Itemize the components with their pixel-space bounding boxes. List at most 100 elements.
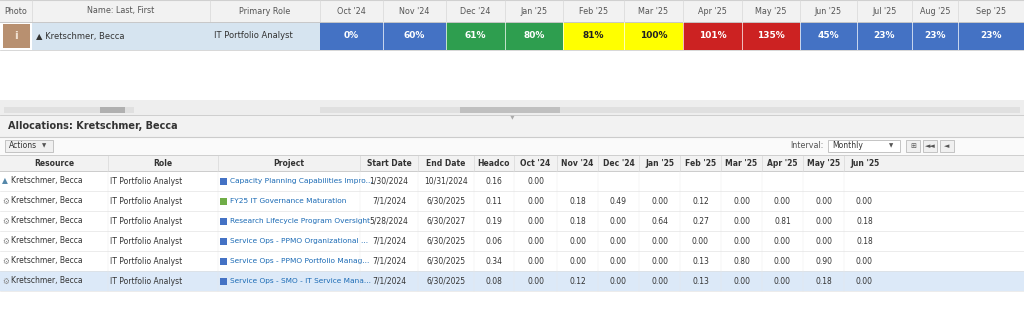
- Bar: [319, 107, 1020, 113]
- Text: 0.13: 0.13: [692, 257, 709, 266]
- Text: 0.16: 0.16: [485, 177, 503, 186]
- Text: 0.00: 0.00: [733, 276, 750, 285]
- Text: Oct '24: Oct '24: [520, 158, 551, 167]
- Text: 0.00: 0.00: [527, 236, 544, 245]
- Text: Capacity Planning Capabilities Impro...: Capacity Planning Capabilities Impro...: [230, 178, 373, 184]
- Text: 0.64: 0.64: [651, 217, 668, 226]
- Text: 0.00: 0.00: [651, 196, 668, 205]
- Text: Kretschmer, Becca: Kretschmer, Becca: [11, 177, 83, 186]
- Text: 101%: 101%: [698, 31, 726, 41]
- Text: 0.18: 0.18: [856, 217, 872, 226]
- Text: 0.11: 0.11: [485, 196, 503, 205]
- Bar: [32, 22, 319, 50]
- Text: 0%: 0%: [344, 31, 359, 41]
- Bar: [4, 107, 134, 113]
- Text: 0.00: 0.00: [815, 217, 831, 226]
- Text: 0.00: 0.00: [527, 276, 544, 285]
- Text: Jan '25: Jan '25: [645, 158, 674, 167]
- Bar: [100, 107, 125, 113]
- Text: 0.00: 0.00: [815, 236, 831, 245]
- Text: 0.00: 0.00: [610, 257, 627, 266]
- Text: Service Ops - PPMO Organizational ...: Service Ops - PPMO Organizational ...: [230, 238, 368, 244]
- Text: Research Lifecycle Program Oversight: Research Lifecycle Program Oversight: [230, 218, 370, 224]
- Text: 0.08: 0.08: [485, 276, 503, 285]
- Text: 0.00: 0.00: [733, 196, 750, 205]
- Text: 0.18: 0.18: [569, 196, 586, 205]
- Bar: [0, 115, 1024, 137]
- Text: 0.80: 0.80: [733, 257, 750, 266]
- Text: 0.90: 0.90: [815, 257, 831, 266]
- Text: Feb '25: Feb '25: [685, 158, 716, 167]
- Bar: [0, 231, 1024, 251]
- Text: Jan '25: Jan '25: [520, 6, 548, 15]
- Text: 0.06: 0.06: [485, 236, 503, 245]
- Text: 6/30/2025: 6/30/2025: [426, 257, 466, 266]
- Text: 0.00: 0.00: [610, 217, 627, 226]
- Text: 81%: 81%: [583, 31, 604, 41]
- Text: 61%: 61%: [465, 31, 486, 41]
- Text: 5/28/2024: 5/28/2024: [370, 217, 409, 226]
- Text: Headco: Headco: [478, 158, 510, 167]
- Bar: [912, 22, 958, 50]
- Text: ⚙: ⚙: [2, 236, 9, 245]
- Bar: [0, 155, 1024, 171]
- Bar: [742, 22, 800, 50]
- Text: 23%: 23%: [925, 31, 946, 41]
- Bar: [505, 22, 563, 50]
- Text: Oct '24: Oct '24: [337, 6, 366, 15]
- Bar: [624, 22, 683, 50]
- Text: 0.00: 0.00: [651, 276, 668, 285]
- Text: 0.00: 0.00: [651, 236, 668, 245]
- Text: 0.18: 0.18: [856, 236, 872, 245]
- Text: 60%: 60%: [403, 31, 425, 41]
- Bar: [446, 22, 505, 50]
- Text: Monthly: Monthly: [831, 141, 863, 150]
- Text: Aug '25: Aug '25: [920, 6, 950, 15]
- Text: 0.00: 0.00: [733, 236, 750, 245]
- Text: Kretschmer, Becca: Kretschmer, Becca: [11, 276, 83, 285]
- Text: Dec '24: Dec '24: [461, 6, 490, 15]
- Text: 0.00: 0.00: [733, 217, 750, 226]
- Text: 45%: 45%: [818, 31, 840, 41]
- Text: 6/30/2025: 6/30/2025: [426, 196, 466, 205]
- Text: ⚙: ⚙: [2, 257, 9, 266]
- Text: i: i: [14, 31, 17, 41]
- Text: Mar '25: Mar '25: [725, 158, 758, 167]
- Text: 0.00: 0.00: [610, 236, 627, 245]
- Text: 0.00: 0.00: [651, 257, 668, 266]
- Text: Nov '24: Nov '24: [561, 158, 594, 167]
- Text: 0.81: 0.81: [774, 217, 791, 226]
- Text: Dec '24: Dec '24: [603, 158, 635, 167]
- Text: 0.34: 0.34: [485, 257, 503, 266]
- Text: 0.12: 0.12: [569, 276, 586, 285]
- Text: Kretschmer, Becca: Kretschmer, Becca: [11, 257, 83, 266]
- Text: 7/1/2024: 7/1/2024: [372, 236, 407, 245]
- Bar: [0, 137, 1024, 155]
- Text: 100%: 100%: [640, 31, 668, 41]
- Bar: [220, 277, 227, 284]
- Bar: [383, 22, 446, 50]
- Text: 0.00: 0.00: [527, 257, 544, 266]
- Text: Project: Project: [273, 158, 304, 167]
- Bar: [857, 22, 912, 50]
- Text: IT Portfolio Analyst: IT Portfolio Analyst: [110, 177, 182, 186]
- Text: Apr '25: Apr '25: [767, 158, 798, 167]
- Text: Mar '25: Mar '25: [638, 6, 669, 15]
- Bar: [0, 251, 1024, 271]
- Bar: [940, 140, 954, 152]
- Text: 23%: 23%: [873, 31, 895, 41]
- Text: IT Portfolio Analyst: IT Portfolio Analyst: [110, 257, 182, 266]
- Text: 0.00: 0.00: [856, 276, 873, 285]
- Text: May '25: May '25: [756, 6, 786, 15]
- Text: Nov '24: Nov '24: [399, 6, 430, 15]
- Text: 0.00: 0.00: [856, 257, 873, 266]
- Text: ⚙: ⚙: [2, 196, 9, 205]
- Text: May '25: May '25: [807, 158, 840, 167]
- Bar: [220, 237, 227, 244]
- Bar: [0, 171, 1024, 191]
- Text: Name: Last, First: Name: Last, First: [87, 6, 155, 15]
- Text: 0.00: 0.00: [774, 276, 791, 285]
- Bar: [5, 140, 53, 152]
- Bar: [220, 218, 227, 225]
- Text: 7/1/2024: 7/1/2024: [372, 196, 407, 205]
